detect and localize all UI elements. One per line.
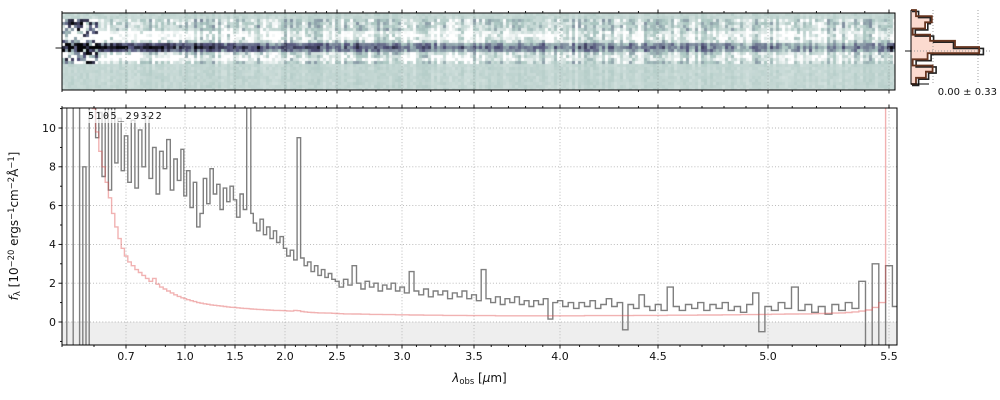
flux-series [66, 108, 897, 345]
y-tick-label: 10 [42, 122, 56, 135]
profile-stats-label: 0.00 ± 0.33 [937, 87, 997, 98]
profile-spines [910, 10, 929, 85]
tick-labels: 0.7 1.0 1.5 2.0 2.5 3.0 3.5 4.0 4.5 5.0 5.5 0 2 4 6 8 10 [42, 122, 898, 363]
x-tick-label: 2.0 [276, 350, 294, 363]
below-zero-band [62, 322, 897, 345]
y-tick-label: 4 [49, 238, 56, 251]
profile-shadow-line [912, 10, 985, 87]
profile-line [911, 9, 980, 85]
spines [61, 12, 898, 346]
y-tick-label: 2 [49, 277, 56, 290]
y-tick-label: 6 [49, 199, 56, 212]
object-id-label: 5105_29322 [86, 110, 166, 123]
y-tick-label: 8 [49, 161, 56, 174]
x-tick-label: 5.0 [759, 350, 777, 363]
x-tick-label: 2.5 [328, 350, 346, 363]
series [66, 108, 897, 345]
x-tick-label: 4.0 [551, 350, 569, 363]
x-tick-label: 1.0 [176, 350, 194, 363]
x-axis-label: λobs [μm] [452, 371, 507, 387]
uncertainty-series [91, 108, 887, 317]
x-tick-label: 3.0 [393, 350, 411, 363]
x-tick-label: 5.5 [880, 350, 898, 363]
x-tick-label: 3.5 [465, 350, 483, 363]
y-tick-label: 0 [49, 316, 56, 329]
x-tick-label: 1.5 [226, 350, 244, 363]
y-axis-label: fλ [10−20 ergs−1cm−2Å−1] [6, 151, 22, 301]
profile-histogram-panel [910, 9, 991, 87]
gridlines [62, 13, 897, 345]
x-tick-label: 0.7 [117, 350, 135, 363]
axis-ticks [55, 9, 911, 349]
spectrum-2d-image [62, 13, 895, 90]
x-tick-label: 4.5 [649, 350, 667, 363]
